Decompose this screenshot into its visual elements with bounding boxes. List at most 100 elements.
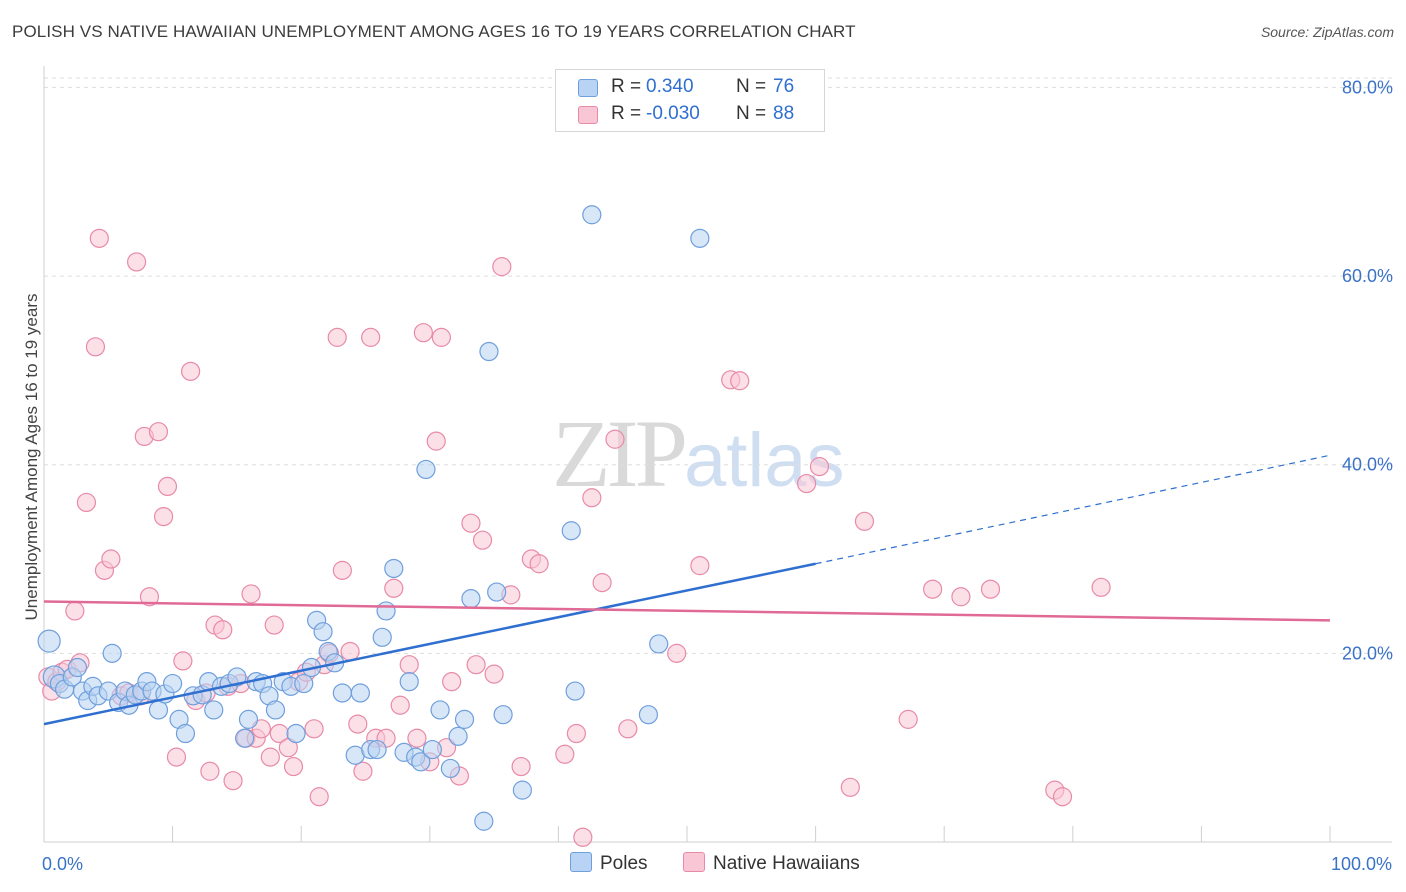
legend-n-label: N = — [736, 103, 767, 124]
hawaiians-point — [431, 327, 451, 347]
hawaiians-point — [65, 601, 85, 621]
y-tick-label: 60.0% — [1342, 266, 1393, 286]
poles-point — [102, 643, 122, 663]
poles-point — [163, 673, 183, 694]
hawaiians-point — [667, 643, 687, 663]
poles-point — [582, 205, 602, 225]
poles-point — [265, 700, 286, 720]
hawaiians-point — [573, 827, 593, 847]
poles-point — [384, 558, 404, 579]
legend-r-label: R = — [611, 103, 642, 124]
bottom-legend-label: Native Hawaiians — [713, 853, 860, 874]
legend-row-poles: R = 0.340 N = 76 — [556, 76, 824, 100]
poles-point — [238, 709, 259, 729]
hawaiians-point — [461, 513, 481, 533]
hawaiians-trend-line — [43, 600, 1331, 622]
hawaiians-point — [251, 719, 271, 739]
hawaiians-point — [340, 641, 360, 662]
poles-point — [561, 521, 581, 541]
hawaiians-point — [223, 771, 243, 791]
hawaiians-point — [101, 549, 121, 569]
hawaiians-point — [592, 573, 612, 593]
poles-trend-line — [43, 562, 816, 726]
hawaiians-point — [840, 777, 860, 797]
points-layer — [37, 205, 1111, 847]
hawaiians-point — [511, 756, 531, 777]
hawaiians-point — [153, 506, 174, 527]
poles-point — [461, 589, 481, 609]
poles-point — [148, 700, 169, 720]
chart-title: POLISH VS NATIVE HAWAIIAN UNEMPLOYMENT A… — [12, 22, 856, 41]
poles-swatch — [578, 79, 598, 97]
poles-point — [376, 601, 396, 621]
hawaiians-point — [332, 560, 352, 580]
legend-r-value: -0.030 — [646, 103, 700, 124]
hawaiians-point — [951, 587, 971, 607]
hawaiians-point — [361, 327, 381, 347]
hawaiians-point — [200, 761, 220, 781]
hawaiians-point — [260, 747, 280, 767]
hawaiians-point — [384, 578, 404, 598]
poles-point — [440, 758, 460, 779]
hawaiians-point — [582, 488, 602, 508]
poles-point — [67, 657, 88, 678]
hawaiians-point — [442, 672, 462, 692]
legend-n-value: 88 — [773, 103, 795, 124]
hawaiians-point — [213, 620, 233, 640]
hawaiians-point — [492, 257, 512, 277]
hawaiians-point — [618, 719, 638, 739]
poles-point — [649, 634, 669, 654]
hawaiians-point — [353, 761, 373, 781]
hawaiians-point — [690, 556, 710, 576]
hawaiians-point — [605, 429, 625, 449]
watermark-zip: ZIP — [552, 400, 688, 507]
hawaiians-point — [399, 655, 419, 675]
poles-point — [454, 709, 475, 729]
poles-point — [487, 582, 507, 602]
poles-point — [294, 673, 314, 694]
hawaiians-point — [809, 457, 830, 477]
poles-point — [286, 723, 306, 744]
y-tick-label: 40.0% — [1342, 455, 1393, 475]
hawaiians-point — [181, 361, 201, 381]
poles-point — [512, 780, 532, 800]
poles-point — [448, 726, 468, 746]
hawaiians-swatch — [683, 852, 705, 872]
poles-point — [565, 681, 585, 701]
hawaiians-point — [854, 511, 875, 531]
trend-layer — [43, 454, 1331, 726]
poles-point — [416, 459, 436, 480]
poles-point — [690, 228, 710, 248]
x-tick-label: 0.0% — [42, 854, 83, 874]
poles-point — [367, 739, 387, 760]
axis-layer: 20.0% 40.0% 60.0% 80.0% 0.0% 100.0% — [42, 66, 1393, 874]
hawaiians-point — [730, 371, 750, 391]
hawaiians-point — [304, 719, 324, 739]
hawaiians-point — [85, 337, 106, 357]
hawaiians-point — [283, 756, 304, 777]
hawaiians-point — [413, 323, 433, 343]
y-tick-label: 80.0% — [1342, 77, 1393, 97]
grid-layer — [44, 77, 1392, 654]
poles-point — [638, 705, 659, 725]
hawaiians-point — [241, 584, 261, 604]
poles-trend-extension — [815, 454, 1331, 565]
hawaiians-point — [390, 695, 410, 715]
hawaiians-point — [348, 714, 368, 734]
poles-point — [332, 683, 352, 703]
bottom-legend-hawaiians: Native Hawaiians — [683, 852, 860, 875]
hawaiians-point — [173, 651, 193, 671]
legend-row-hawaiians: R = -0.030 N = 88 — [556, 103, 824, 127]
legend-box: R = 0.340 N = 76 R = -0.030 N = 88 — [555, 69, 825, 132]
hawaiians-point — [466, 655, 486, 675]
hawaiians-point — [76, 492, 97, 513]
legend-n-value: 76 — [773, 76, 795, 97]
poles-point — [227, 667, 247, 687]
hawaiians-point — [529, 554, 549, 574]
hawaiians-point — [264, 615, 284, 635]
hawaiians-point — [89, 228, 109, 248]
legend-r-value: 0.340 — [646, 76, 694, 97]
hawaiians-point — [407, 728, 427, 748]
y-axis-label: Unemployment Among Ages 16 to 19 years — [22, 294, 41, 621]
